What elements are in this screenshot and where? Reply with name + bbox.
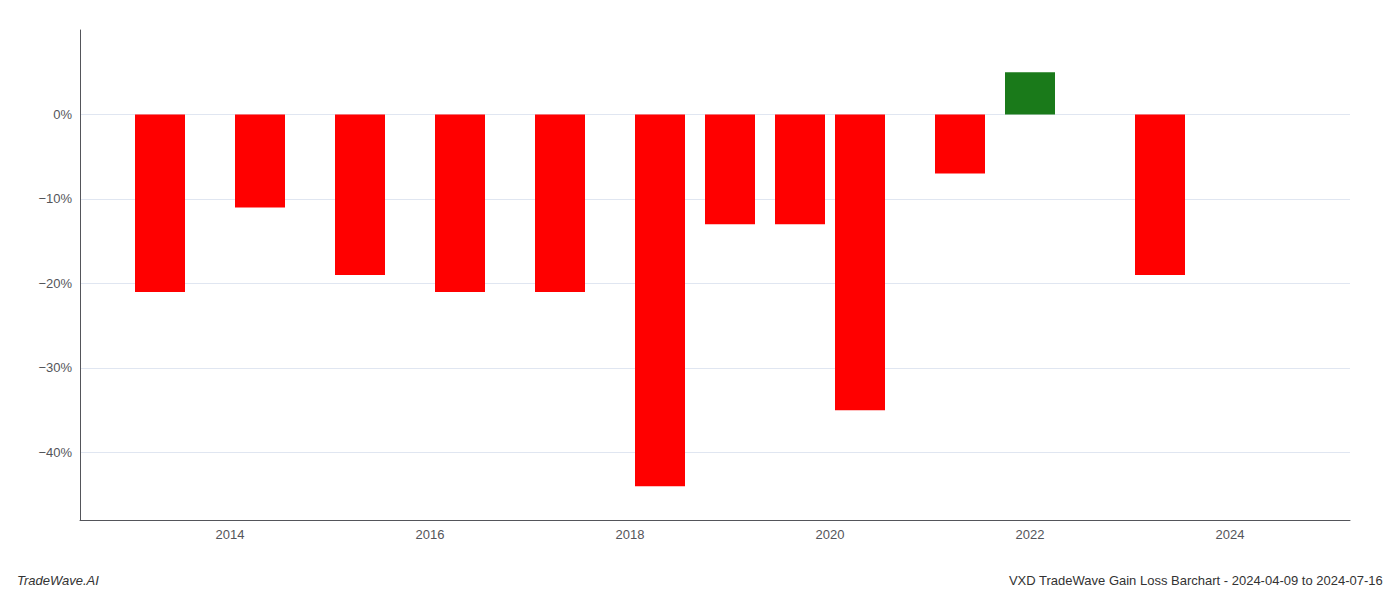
- svg-text:2018: 2018: [616, 527, 645, 542]
- svg-text:0%: 0%: [53, 107, 72, 122]
- svg-text:2024: 2024: [1216, 527, 1245, 542]
- svg-text:−30%: −30%: [38, 360, 72, 375]
- svg-text:−40%: −40%: [38, 445, 72, 460]
- svg-text:TradeWave.AI: TradeWave.AI: [17, 573, 99, 588]
- svg-text:−10%: −10%: [38, 191, 72, 206]
- svg-text:2022: 2022: [1016, 527, 1045, 542]
- svg-text:2016: 2016: [416, 527, 445, 542]
- svg-text:−20%: −20%: [38, 276, 72, 291]
- svg-text:2020: 2020: [816, 527, 845, 542]
- svg-text:VXD TradeWave Gain Loss Barcha: VXD TradeWave Gain Loss Barchart - 2024-…: [1009, 573, 1383, 588]
- svg-text:2014: 2014: [216, 527, 245, 542]
